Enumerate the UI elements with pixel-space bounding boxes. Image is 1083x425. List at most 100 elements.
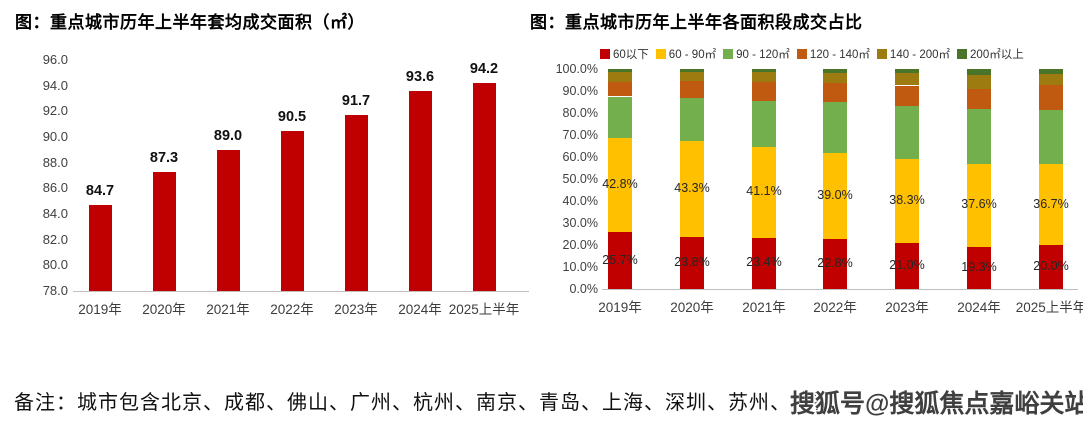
legend-swatch-icon <box>876 49 887 59</box>
legend-item: 60以下 <box>600 46 649 62</box>
y-axis-tick-label: 78.0 <box>42 283 68 298</box>
legend-item: 140 - 200㎡ <box>876 46 951 62</box>
stacked-bar-segment <box>967 74 991 90</box>
x-axis-tick-label: 2022年 <box>813 300 857 315</box>
y-axis-tick-label: 86.0 <box>42 180 68 196</box>
y-axis-tick-label: 84.0 <box>42 206 68 221</box>
x-axis-tick-label: 2022年 <box>270 302 314 317</box>
stacked-bar-segment <box>967 246 991 289</box>
stacked-bar-segment <box>752 100 776 148</box>
segment-value-label: 39.0% <box>817 187 853 202</box>
stacked-bar-segment <box>680 69 704 72</box>
x-axis-tick-label: 2024年 <box>398 302 442 317</box>
stacked-bar-segment <box>680 81 704 98</box>
legend-label: 140 - 200㎡ <box>889 49 951 61</box>
y-axis-tick-label: 90.0% <box>562 84 598 98</box>
x-axis-tick-label: 2020年 <box>142 302 186 317</box>
x-axis-tick-label: 2019年 <box>78 302 122 317</box>
x-axis-tick-label: 2019年 <box>598 300 642 315</box>
stacked-bar-segment <box>1039 245 1063 289</box>
note-text: 备注：城市包含北京、成都、佛山、广州、杭州、南京、青岛、上海、深圳、苏州、无锡 <box>14 392 833 414</box>
stacked-bar-segment <box>895 242 919 289</box>
stacked-bar-segment <box>1039 84 1063 111</box>
legend-label: 60以下 <box>613 49 649 61</box>
right-chart-legend: 60以下 60 - 90㎡ 90 - 120㎡ 120 - 140㎡ 140 - 200… <box>600 46 1082 62</box>
stacked-bar-segment <box>1039 73 1063 85</box>
x-axis-tick-label: 2021年 <box>742 300 786 315</box>
segment-value-label: 25.7% <box>602 252 638 267</box>
stacked-bar-segment <box>752 82 776 101</box>
stacked-bar-segment <box>895 158 919 243</box>
y-axis-tick-label: 60.0% <box>562 150 598 164</box>
stacked-bar-segment <box>823 83 847 103</box>
y-axis-tick-label: 82.0 <box>42 231 68 247</box>
segment-value-label: 23.8% <box>674 254 710 269</box>
sohu-watermark: 搜狐号@搜狐焦点嘉峪关站 <box>790 390 1083 418</box>
x-axis-tick-label: 2023年 <box>334 302 378 317</box>
stacked-bar-segment <box>967 108 991 164</box>
y-axis-tick-label: 100.0% <box>555 62 598 76</box>
legend-swatch-icon <box>600 49 610 59</box>
stacked-bar-segment <box>752 71 776 83</box>
y-axis-tick-label: 30.0% <box>562 216 598 230</box>
bar <box>216 149 240 291</box>
bar <box>88 205 112 291</box>
segment-value-label: 38.3% <box>889 192 925 207</box>
x-axis-tick-label: 2021年 <box>206 302 250 317</box>
stacked-bar-segment <box>967 163 991 247</box>
segment-value-label: 43.3% <box>674 181 710 195</box>
bar <box>280 130 304 291</box>
stacked-bar-segment <box>680 97 704 142</box>
y-axis-tick-label: 10.0% <box>562 260 598 274</box>
bar-value-label: 91.7 <box>341 93 371 110</box>
y-axis-tick-label: 0.0% <box>569 282 599 296</box>
legend-swatch-icon <box>723 49 734 59</box>
bar <box>472 83 496 291</box>
x-axis-line <box>73 291 529 292</box>
x-axis-line <box>602 289 1078 290</box>
segment-value-label: 37.6% <box>961 197 997 212</box>
y-axis-tick-label: 80.0 <box>42 257 68 273</box>
stacked-bar-segment <box>823 153 847 239</box>
legend-label: 90 - 120㎡ <box>736 49 790 61</box>
stacked-bar-segment <box>967 69 991 75</box>
y-axis-tick-label: 70.0% <box>562 128 598 142</box>
stacked-bar-segment <box>823 73 847 84</box>
y-axis-tick-label: 40.0% <box>562 194 598 208</box>
bar-value-label: 93.6 <box>405 68 435 85</box>
x-axis-tick-label: 2024年 <box>957 300 1001 315</box>
bar-value-label: 89.0 <box>213 127 243 144</box>
legend-swatch-icon <box>655 49 666 59</box>
bar <box>152 171 176 291</box>
segment-value-label: 22.8% <box>817 255 853 270</box>
stacked-bar-segment <box>608 82 632 97</box>
stacked-bar-segment <box>895 105 919 159</box>
stacked-bar-segment <box>752 237 776 289</box>
right-chart-title: 图：重点城市历年上半年各面积段成交占比 <box>530 13 863 32</box>
segment-value-label: 41.1% <box>746 184 782 199</box>
segment-value-label: 23.4% <box>746 255 782 270</box>
segment-value-label: 20.0% <box>1033 259 1069 273</box>
stacked-bar-segment <box>823 102 847 154</box>
legend-label: 120 - 140㎡ <box>809 49 870 61</box>
legend-item: 60 - 90㎡ <box>655 46 717 62</box>
stacked-bar-segment <box>823 69 847 74</box>
bar <box>408 90 432 291</box>
y-axis-tick-label: 88.0 <box>42 154 68 170</box>
stacked-bar-segment <box>1039 69 1063 74</box>
bar-value-label: 87.3 <box>149 149 179 166</box>
left-chart-title: 图：重点城市历年上半年套均成交面积（㎡） <box>15 13 365 32</box>
stacked-bar-segment <box>680 141 704 237</box>
stacked-bar-segment <box>608 69 632 73</box>
stacked-bar-segment <box>1039 110 1063 165</box>
legend-label: 60 - 90㎡ <box>668 49 717 61</box>
bar-value-label: 90.5 <box>277 108 307 125</box>
y-axis-tick-label: 50.0% <box>562 172 598 186</box>
x-axis-tick-label: 2023年 <box>885 300 929 315</box>
stacked-bar-segment <box>608 138 632 233</box>
stacked-bar-segment <box>895 73 919 86</box>
stacked-bar-segment <box>1039 164 1063 245</box>
stacked-bar-segment <box>967 89 991 109</box>
x-axis-tick-label: 2025上半年 <box>1015 300 1083 315</box>
